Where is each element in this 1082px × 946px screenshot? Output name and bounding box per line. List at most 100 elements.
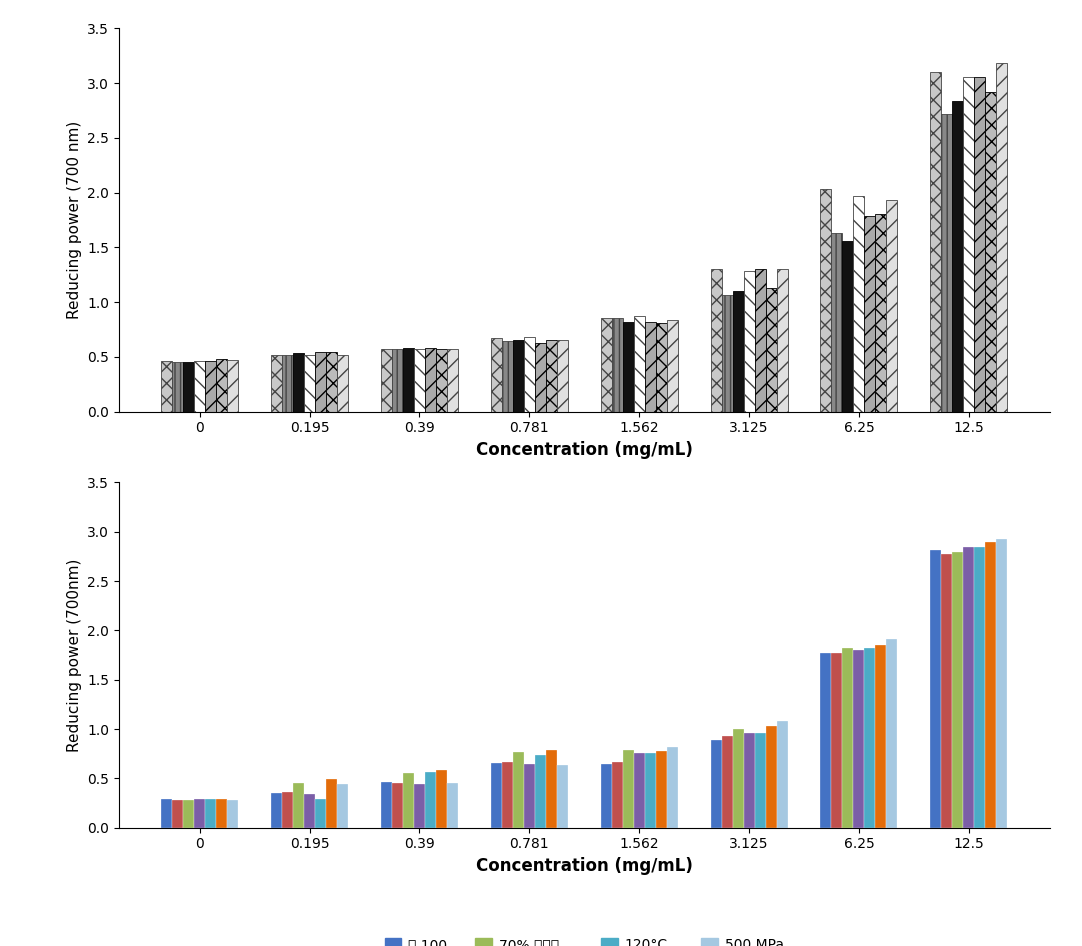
Bar: [524, 337, 535, 412]
Bar: [392, 349, 403, 412]
Bar: [403, 773, 414, 828]
Bar: [601, 763, 611, 828]
Bar: [634, 316, 645, 412]
Bar: [865, 648, 875, 828]
Bar: [997, 538, 1007, 828]
Bar: [403, 348, 414, 412]
Bar: [326, 780, 338, 828]
Bar: [656, 751, 667, 828]
Bar: [206, 361, 216, 412]
Bar: [304, 795, 315, 828]
Bar: [414, 349, 425, 412]
Bar: [195, 799, 206, 828]
Bar: [206, 799, 216, 828]
Bar: [315, 353, 326, 412]
Bar: [216, 799, 227, 828]
Bar: [634, 753, 645, 828]
Bar: [986, 542, 997, 828]
Bar: [931, 72, 941, 412]
Bar: [722, 736, 733, 828]
Bar: [656, 323, 667, 412]
Bar: [216, 359, 227, 412]
Bar: [963, 547, 974, 828]
Bar: [282, 355, 293, 412]
Bar: [183, 800, 195, 828]
Bar: [513, 752, 524, 828]
Bar: [304, 355, 315, 412]
Bar: [392, 783, 403, 828]
Bar: [436, 349, 447, 412]
Bar: [227, 360, 238, 412]
Bar: [974, 547, 986, 828]
Bar: [722, 295, 733, 412]
Bar: [414, 784, 425, 828]
Bar: [645, 322, 656, 412]
Bar: [831, 233, 843, 412]
Bar: [854, 650, 865, 828]
Bar: [766, 288, 777, 412]
Bar: [667, 320, 677, 412]
Bar: [952, 100, 963, 412]
Bar: [820, 653, 831, 828]
Legend: 물 100, 물 60, 70%  에탄올, Microwave, 120°C, 90 KHz, 500 MPa: 물 100, 물 60, 70% 에탄올, Microwave, 120°C, …: [324, 502, 845, 528]
Bar: [535, 755, 545, 828]
Bar: [743, 272, 754, 412]
Bar: [513, 341, 524, 412]
Bar: [326, 353, 338, 412]
Bar: [293, 783, 304, 828]
Bar: [447, 349, 458, 412]
Bar: [623, 750, 634, 828]
Bar: [272, 355, 282, 412]
Bar: [611, 319, 623, 412]
Bar: [754, 270, 766, 412]
Bar: [502, 342, 513, 412]
Bar: [931, 550, 941, 828]
Bar: [865, 216, 875, 412]
Bar: [425, 348, 436, 412]
Bar: [227, 800, 238, 828]
Y-axis label: Reducing power (700nm): Reducing power (700nm): [67, 558, 82, 752]
Bar: [601, 319, 611, 412]
Bar: [338, 355, 348, 412]
Bar: [172, 362, 183, 412]
Bar: [886, 201, 897, 412]
Bar: [611, 762, 623, 828]
Bar: [447, 783, 458, 828]
Bar: [875, 645, 886, 828]
Bar: [381, 782, 392, 828]
Bar: [524, 763, 535, 828]
Y-axis label: Reducing power (700 nm): Reducing power (700 nm): [67, 121, 82, 319]
Bar: [743, 733, 754, 828]
Bar: [272, 793, 282, 828]
Bar: [886, 639, 897, 828]
Bar: [952, 552, 963, 828]
Bar: [711, 740, 722, 828]
Bar: [766, 727, 777, 828]
Bar: [974, 77, 986, 412]
X-axis label: Concentration (mg/mL): Concentration (mg/mL): [476, 857, 692, 875]
Bar: [733, 729, 743, 828]
Bar: [667, 746, 677, 828]
Bar: [502, 762, 513, 828]
Legend: 물 100, 물 60, 70% 에탄올, Microwave, 120°C, 90 KHz, 500 MPa: 물 100, 물 60, 70% 에탄올, Microwave, 120°C, …: [378, 932, 791, 946]
Bar: [557, 341, 568, 412]
Bar: [733, 291, 743, 412]
Bar: [491, 338, 502, 412]
Bar: [282, 792, 293, 828]
Bar: [195, 361, 206, 412]
Bar: [711, 270, 722, 412]
Bar: [843, 240, 854, 412]
Bar: [831, 653, 843, 828]
Bar: [777, 721, 788, 828]
X-axis label: Concentration (mg/mL): Concentration (mg/mL): [476, 441, 692, 459]
Bar: [777, 270, 788, 412]
Bar: [436, 769, 447, 828]
Bar: [161, 361, 172, 412]
Bar: [820, 189, 831, 412]
Bar: [315, 799, 326, 828]
Bar: [557, 764, 568, 828]
Bar: [293, 354, 304, 412]
Bar: [172, 800, 183, 828]
Bar: [491, 762, 502, 828]
Bar: [645, 753, 656, 828]
